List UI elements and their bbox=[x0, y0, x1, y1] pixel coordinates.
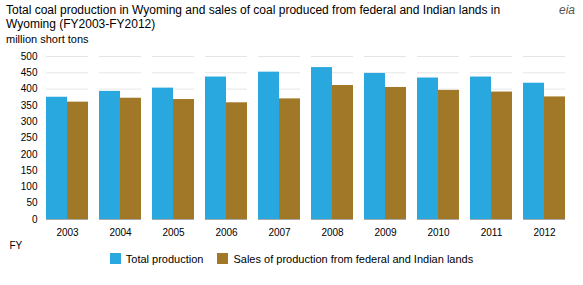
svg-text:2011: 2011 bbox=[481, 227, 503, 238]
svg-text:2010: 2010 bbox=[427, 227, 450, 238]
svg-text:250: 250 bbox=[21, 132, 38, 143]
svg-text:2004: 2004 bbox=[109, 227, 132, 238]
svg-text:2006: 2006 bbox=[215, 227, 238, 238]
svg-text:FY: FY bbox=[10, 240, 23, 251]
svg-text:2007: 2007 bbox=[268, 227, 291, 238]
html-text:million short tons: million short tons bbox=[6, 33, 89, 45]
svg-text:150: 150 bbox=[21, 165, 38, 176]
svg-text:200: 200 bbox=[21, 149, 38, 160]
svg-text:0: 0 bbox=[32, 214, 38, 225]
svg-text:2009: 2009 bbox=[374, 227, 397, 238]
svg-text:100: 100 bbox=[21, 181, 38, 192]
svg-text:300: 300 bbox=[21, 116, 38, 127]
html-text:Total production: Total production bbox=[125, 253, 204, 265]
svg-text:2008: 2008 bbox=[321, 227, 344, 238]
svg-text:2012: 2012 bbox=[533, 227, 556, 238]
svg-text:500: 500 bbox=[21, 51, 38, 62]
svg-text:2003: 2003 bbox=[56, 227, 79, 238]
svg-text:50: 50 bbox=[26, 197, 38, 208]
svg-text:2005: 2005 bbox=[162, 227, 185, 238]
svg-text:450: 450 bbox=[21, 67, 38, 78]
svg-text:350: 350 bbox=[21, 100, 38, 111]
html-text:Total coal production in Wyomi: Total coal production in Wyoming and sal… bbox=[6, 3, 501, 31]
svg-text:400: 400 bbox=[21, 83, 38, 94]
html-text:eia: eia bbox=[559, 3, 575, 17]
html-text:Sales of production from feder: Sales of production from federal and Ind… bbox=[233, 253, 474, 265]
